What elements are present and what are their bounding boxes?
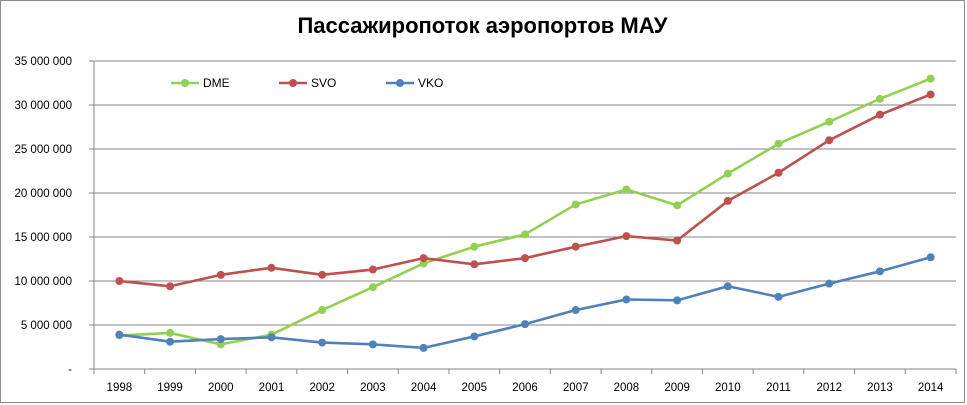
x-tick-label: 2008 [614,382,640,394]
x-tick-label: 2014 [918,382,944,394]
data-point-vko [926,253,935,262]
data-point-svo [875,110,884,119]
data-point-dme [875,94,884,103]
data-point-vko [166,337,175,346]
data-point-vko [318,338,327,347]
data-point-svo [115,277,124,285]
data-point-svo [571,242,580,251]
data-point-dme [673,201,682,210]
y-tick-label: 10 000 000 [14,276,72,288]
chart-title: Пассажиропоток аэропортов МАУ [297,13,668,38]
x-tick-label: 2009 [664,382,690,394]
data-point-dme [166,328,175,337]
data-point-dme [318,306,327,315]
x-tick-label: 2005 [461,382,487,394]
x-tick-label: 2002 [309,382,335,394]
y-tick-label: 35 000 000 [14,56,72,68]
data-point-svo [267,263,276,272]
y-tick-label: - [68,364,72,376]
x-tick-label: 2006 [512,382,538,394]
data-point-vko [622,295,631,304]
legend-label-svo: SVO [311,76,336,90]
data-point-dme [571,200,580,209]
data-point-svo [368,265,377,274]
legend-marker-vko [396,79,404,87]
data-point-vko [368,340,377,349]
data-point-svo [926,90,935,99]
x-tick-label: 2013 [867,382,893,394]
data-point-vko [115,330,124,339]
data-point-vko [825,279,834,288]
x-tick-label: 2004 [411,382,437,394]
data-point-svo [470,260,479,269]
data-point-vko [723,282,732,291]
data-point-vko [267,333,276,342]
data-point-dme [368,283,377,292]
x-tick-label: 2000 [208,382,234,394]
legend-label-dme: DME [203,76,230,90]
y-tick-label: 30 000 000 [14,100,72,112]
x-tick-label: 1999 [157,382,183,394]
x-tick-label: 2007 [563,382,589,394]
y-tick-label: 25 000 000 [14,144,72,156]
x-tick-label: 2012 [816,382,842,394]
data-point-dme [723,169,732,178]
data-point-dme [926,74,935,83]
x-tick-label: 2001 [259,382,285,394]
x-tick-label: 2011 [766,382,791,394]
data-point-dme [774,139,783,148]
data-point-vko [673,296,682,305]
data-point-dme [521,230,529,239]
y-tick-label: 5 000 000 [21,320,72,332]
data-point-svo [825,136,834,145]
data-point-svo [622,232,631,241]
x-tick-label: 1998 [107,382,133,394]
series-line-dme [119,77,932,346]
data-point-svo [723,196,732,205]
data-point-vko [419,343,428,352]
data-point-vko [521,320,529,329]
data-point-vko [774,292,783,301]
data-point-svo [216,270,225,279]
data-point-dme [470,242,479,251]
data-point-svo [318,270,327,279]
x-tick-label: 2003 [360,382,386,394]
y-tick-label: 20 000 000 [14,188,72,200]
data-point-svo [774,168,783,177]
data-point-vko [470,332,479,341]
legend-marker-dme [181,79,189,87]
data-point-svo [419,254,428,263]
data-point-svo [521,254,529,263]
data-point-svo [166,282,175,291]
legend-label-vko: VKO [418,76,443,90]
data-point-dme [622,185,631,194]
x-tick-label: 2010 [715,382,741,394]
legend-marker-svo [289,79,297,87]
data-point-svo [673,236,682,245]
data-point-vko [216,335,225,344]
y-tick-label: 15 000 000 [14,232,72,244]
data-point-dme [825,117,834,126]
data-point-vko [571,306,580,315]
data-point-vko [875,267,884,276]
